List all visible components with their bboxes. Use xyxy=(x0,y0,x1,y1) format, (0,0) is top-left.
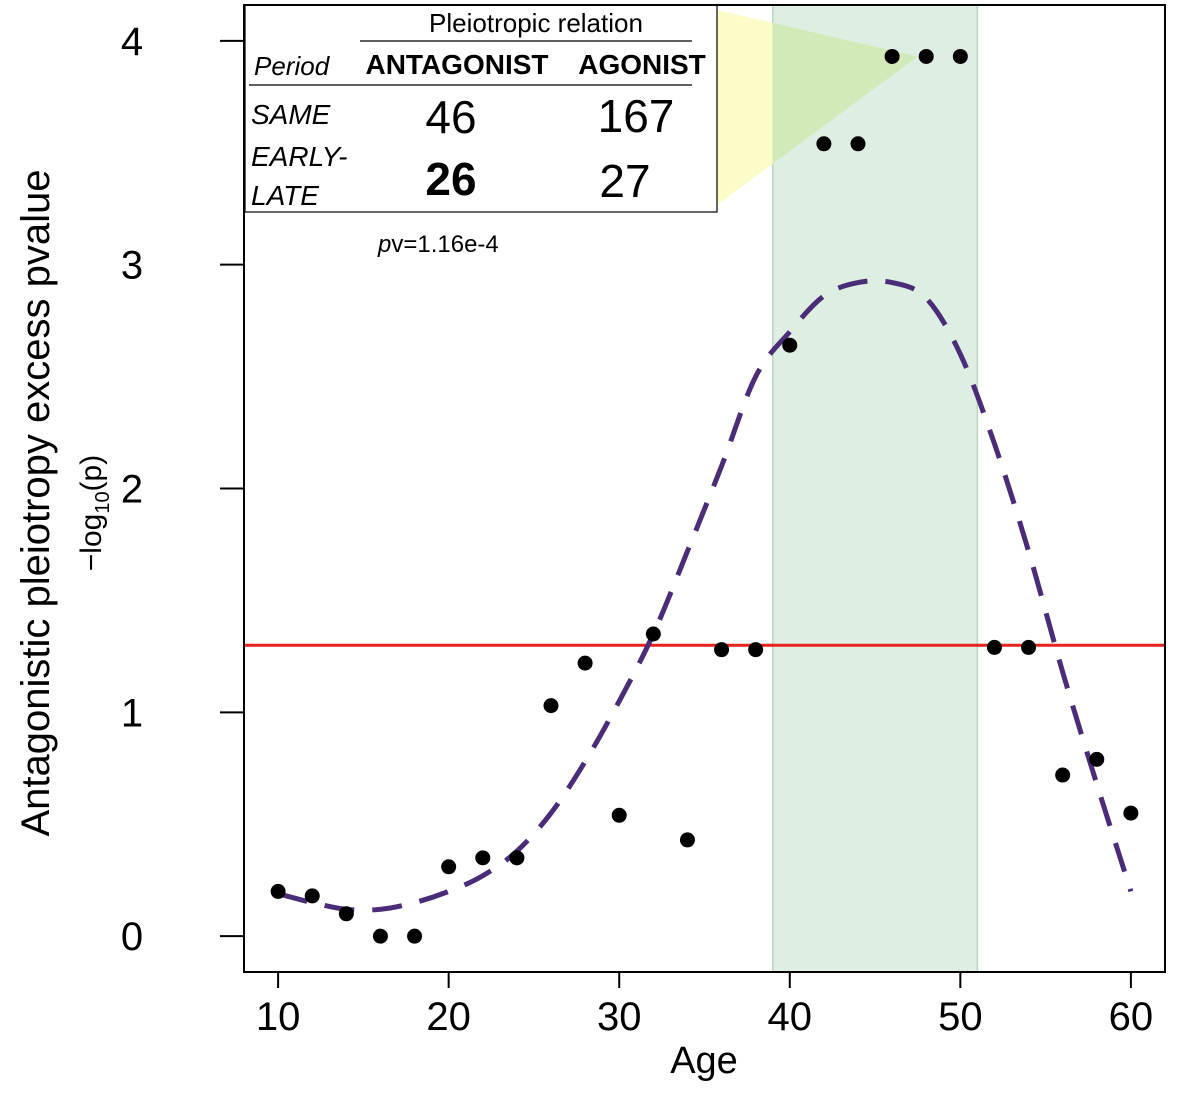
inset-table-box xyxy=(244,4,718,213)
x-tick-label: 40 xyxy=(768,995,813,1039)
data-point xyxy=(1055,767,1071,783)
data-point xyxy=(304,888,320,904)
fitted-curve xyxy=(277,278,1134,913)
y-sublabel-prefix: −log xyxy=(75,514,108,572)
data-point xyxy=(850,136,866,152)
inset-row-label-header: Period xyxy=(254,51,331,81)
data-point xyxy=(338,906,354,922)
y-axis-label: Antagonistic pleiotropy excess pvalue xyxy=(14,169,58,836)
x-tick-label: 30 xyxy=(597,995,642,1039)
data-point xyxy=(645,626,661,642)
data-point xyxy=(748,642,764,658)
x-tick-label: 20 xyxy=(426,995,471,1039)
inset-header: Pleiotropic relation xyxy=(429,8,643,38)
data-point xyxy=(679,832,695,848)
data-point xyxy=(509,850,525,866)
data-point xyxy=(1021,639,1037,655)
inset-row-earlylate-label-2: LATE xyxy=(251,180,319,211)
x-tick-label: 10 xyxy=(256,995,301,1039)
x-axis-label: Age xyxy=(670,1040,738,1082)
data-point xyxy=(441,859,457,875)
inset-col-antagonist: ANTAGONIST xyxy=(365,49,548,80)
data-point xyxy=(816,136,832,152)
y-sublabel-suffix: (p) xyxy=(75,455,108,492)
inset-pvalue-value: v=1.16e-4 xyxy=(391,231,498,258)
y-tick-label: 3 xyxy=(121,244,143,288)
data-point xyxy=(1089,751,1105,767)
data-point xyxy=(986,639,1002,655)
y-axis-sublabel: −log10(p) xyxy=(75,455,114,571)
data-point xyxy=(952,48,968,64)
x-tick-label: 60 xyxy=(1109,995,1154,1039)
data-point xyxy=(577,655,593,671)
data-point xyxy=(918,48,934,64)
inset-same-antagonist: 46 xyxy=(425,91,476,143)
data-point xyxy=(475,850,491,866)
y-tick-label: 4 xyxy=(121,20,143,64)
data-point xyxy=(782,337,798,353)
data-point xyxy=(1123,805,1139,821)
y-tick-label: 1 xyxy=(121,691,143,735)
data-point xyxy=(543,698,559,714)
x-tick-label: 50 xyxy=(938,995,983,1039)
data-point xyxy=(884,48,900,64)
inset-row-same-label: SAME xyxy=(251,99,331,130)
axes-layer: 10 20 30 40 50 60 0 1 2 3 4 xyxy=(121,4,1166,1039)
data-point xyxy=(714,642,730,658)
inset-col-agonist: AGONIST xyxy=(578,49,706,80)
inset-table: Pleiotropic relation Period ANTAGONIST A… xyxy=(244,4,718,213)
callout-wedge-overlap xyxy=(772,22,918,164)
inset-pvalue-prefix: p xyxy=(377,231,391,258)
inset-same-agonist: 167 xyxy=(598,90,675,142)
inset-row-earlylate-label-1: EARLY- xyxy=(251,141,348,172)
y-tick-label: 0 xyxy=(121,915,143,959)
inset-pvalue: pv=1.16e-4 xyxy=(377,231,499,258)
y-sublabel-index: 10 xyxy=(92,491,114,513)
data-point xyxy=(270,883,286,899)
inset-earlylate-antagonist: 26 xyxy=(425,153,476,205)
data-point xyxy=(372,928,388,944)
shaded-region xyxy=(772,5,978,972)
y-tick-label: 2 xyxy=(121,468,143,512)
data-point xyxy=(407,928,423,944)
inset-earlylate-agonist: 27 xyxy=(599,155,650,207)
background-layer xyxy=(717,5,979,972)
marks-layer xyxy=(244,48,1165,944)
data-point xyxy=(611,807,627,823)
